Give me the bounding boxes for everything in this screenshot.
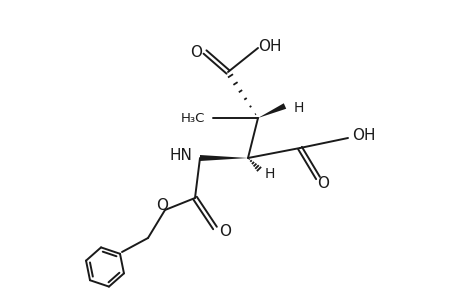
Polygon shape	[257, 103, 285, 118]
Text: O: O	[316, 176, 328, 191]
Text: O: O	[156, 197, 168, 212]
Text: O: O	[218, 224, 230, 239]
Text: OH: OH	[352, 128, 375, 143]
Text: HN: HN	[169, 148, 191, 164]
Text: H: H	[264, 167, 275, 181]
Text: O: O	[190, 44, 202, 59]
Text: H₃C: H₃C	[180, 112, 205, 124]
Polygon shape	[200, 155, 247, 161]
Text: OH: OH	[257, 38, 281, 53]
Text: H: H	[293, 101, 304, 115]
